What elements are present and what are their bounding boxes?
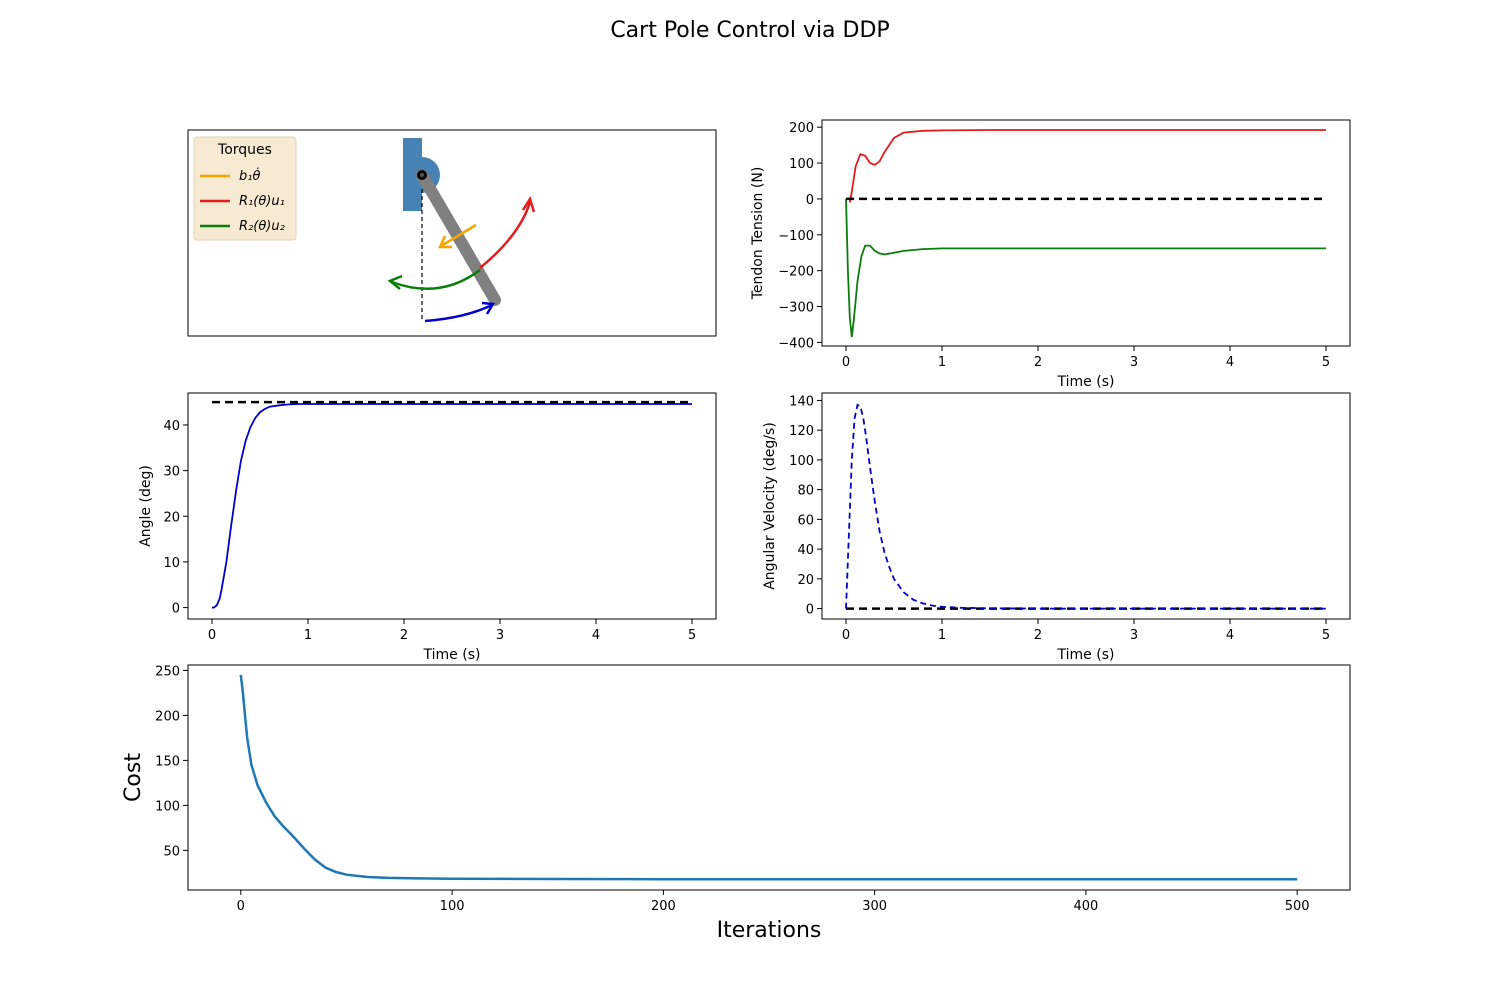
pole xyxy=(416,169,501,306)
cost-ytick-label: 150 xyxy=(155,754,180,769)
angle-xtick-label: 0 xyxy=(208,628,216,643)
tension-ylabel: Tendon Tension (N) xyxy=(750,167,766,301)
legend-title: Torques xyxy=(217,142,272,158)
tension-xtick-label: 1 xyxy=(938,355,946,370)
tension-ytick-label: −100 xyxy=(778,229,814,244)
tension-ytick-label: −400 xyxy=(778,336,814,351)
tension-xtick-label: 2 xyxy=(1034,355,1042,370)
tension-xlabel: Time (s) xyxy=(1057,374,1115,390)
angle-ytick-label: 20 xyxy=(163,510,180,525)
tension-ytick-label: 200 xyxy=(789,121,814,136)
cart-block xyxy=(403,138,422,211)
cost-ytick-label: 200 xyxy=(155,709,180,724)
tension-chart: 0 1 2 3 4 5 −400 −300 −200 −100 0 100 200 Time (s) Ten… xyxy=(750,119,1351,390)
damping-torque-arrowhead xyxy=(438,235,452,249)
angle-axes-frame xyxy=(187,392,717,620)
tension-xtick-label: 0 xyxy=(842,355,850,370)
angvel-ytick-label: 100 xyxy=(789,454,814,469)
tension-ytick-label: 100 xyxy=(789,157,814,172)
angvel-xtick-label: 4 xyxy=(1226,628,1234,643)
cost-ytick-label: 100 xyxy=(155,799,180,814)
damping-torque-arrow xyxy=(440,223,477,248)
cost-xlabel: Iterations xyxy=(717,918,822,943)
angle-xtick-label: 4 xyxy=(592,628,600,643)
angvel-ylabel: Angular Velocity (deg/s) xyxy=(762,422,778,590)
angle-ytick-label: 30 xyxy=(163,465,180,480)
angle-ytick-label: 10 xyxy=(163,556,180,571)
angle-arrowhead xyxy=(481,301,496,315)
angle-ytick-label: 0 xyxy=(172,602,180,617)
legend-label-tendon1: R₁(θ)u₁ xyxy=(239,194,285,209)
tension-series-0 xyxy=(848,129,1326,203)
angvel-xtick-label: 1 xyxy=(938,628,946,643)
angvel-ytick-label: 120 xyxy=(789,424,814,439)
angvel-xtick-label: 2 xyxy=(1034,628,1042,643)
angvel-ytick-label: 0 xyxy=(806,603,814,618)
cost-axes-frame xyxy=(187,664,1351,891)
angvel-axes-frame xyxy=(821,392,1351,620)
angle-xtick-label: 1 xyxy=(304,628,312,643)
cost-ylabel: Cost xyxy=(121,753,146,802)
cart-pole-diagram: Torques b₁θ̇ R₁(θ)u₁ R₂(θ)u₂ xyxy=(187,129,717,337)
cost-xtick-label: 300 xyxy=(862,899,887,914)
cost-xtick-label: 200 xyxy=(651,899,676,914)
angvel-ytick-label: 40 xyxy=(797,543,814,558)
legend-box xyxy=(193,136,297,241)
cost-chart: 0 100 200 300 400 500 50 100 150 200 250 Iterations… xyxy=(121,664,1351,943)
pivot-center xyxy=(420,173,424,177)
cost-xtick-label: 0 xyxy=(237,899,245,914)
angle-arrow xyxy=(424,303,493,323)
legend-label-damping: b₁θ̇ xyxy=(239,168,260,184)
angle-chart: 0 1 2 3 4 5 0 10 20 30 40 Time (s) Angle (deg) xyxy=(138,392,717,663)
angvel-ytick-label: 140 xyxy=(789,394,814,409)
cost-series-0 xyxy=(239,674,1298,881)
angle-ytick-label: 40 xyxy=(163,419,180,434)
angvel-xtick-label: 5 xyxy=(1322,628,1330,643)
tension-xtick-label: 5 xyxy=(1322,355,1330,370)
tendon1-torque-arrow xyxy=(479,201,532,269)
tension-plot-area xyxy=(822,120,1350,346)
legend-label-tendon2: R₂(θ)u₂ xyxy=(239,219,285,234)
angvel-series-1 xyxy=(845,403,1326,610)
figure-title: Cart Pole Control via DDP xyxy=(610,18,889,43)
angvel-xtick-label: 3 xyxy=(1130,628,1138,643)
tendon1-torque-arrowhead xyxy=(521,196,536,213)
cost-xtick-label: 500 xyxy=(1285,899,1310,914)
tendon2-torque-arrow xyxy=(391,268,481,290)
tension-axes-frame xyxy=(821,119,1351,347)
angle-series-0 xyxy=(212,403,692,609)
angvel-xtick-label: 0 xyxy=(842,628,850,643)
angvel-plot-area xyxy=(822,393,1350,619)
cost-ytick-label: 50 xyxy=(163,844,180,859)
cost-ytick-label: 250 xyxy=(155,664,180,679)
angvel-xlabel: Time (s) xyxy=(1057,647,1115,663)
angvel-ytick-label: 80 xyxy=(797,484,814,499)
angle-ylabel: Angle (deg) xyxy=(138,465,154,547)
cost-xtick-label: 100 xyxy=(440,899,465,914)
angle-xtick-label: 5 xyxy=(688,628,696,643)
tension-xtick-label: 4 xyxy=(1226,355,1234,370)
tendon2-torque-arrowhead xyxy=(387,274,403,290)
angvel-ytick-label: 20 xyxy=(797,573,814,588)
cost-xtick-label: 400 xyxy=(1073,899,1098,914)
torques-legend: Torques b₁θ̇ R₁(θ)u₁ R₂(θ)u₂ xyxy=(193,136,297,241)
angle-xtick-label: 3 xyxy=(496,628,504,643)
cost-plot-area xyxy=(188,665,1350,890)
tension-ytick-label: −300 xyxy=(778,301,814,316)
angle-xlabel: Time (s) xyxy=(423,647,481,663)
tension-ytick-label: −200 xyxy=(778,265,814,280)
tension-xtick-label: 3 xyxy=(1130,355,1138,370)
tension-ytick-label: 0 xyxy=(806,193,814,208)
angvel-ytick-label: 60 xyxy=(797,513,814,528)
angle-plot-area xyxy=(188,393,716,619)
angle-xtick-label: 2 xyxy=(400,628,408,643)
tension-series-1 xyxy=(845,198,1326,338)
angvel-chart: 0 1 2 3 4 5 0 20 40 60 80 100 120 140 Time (s) Angular … xyxy=(762,392,1351,663)
